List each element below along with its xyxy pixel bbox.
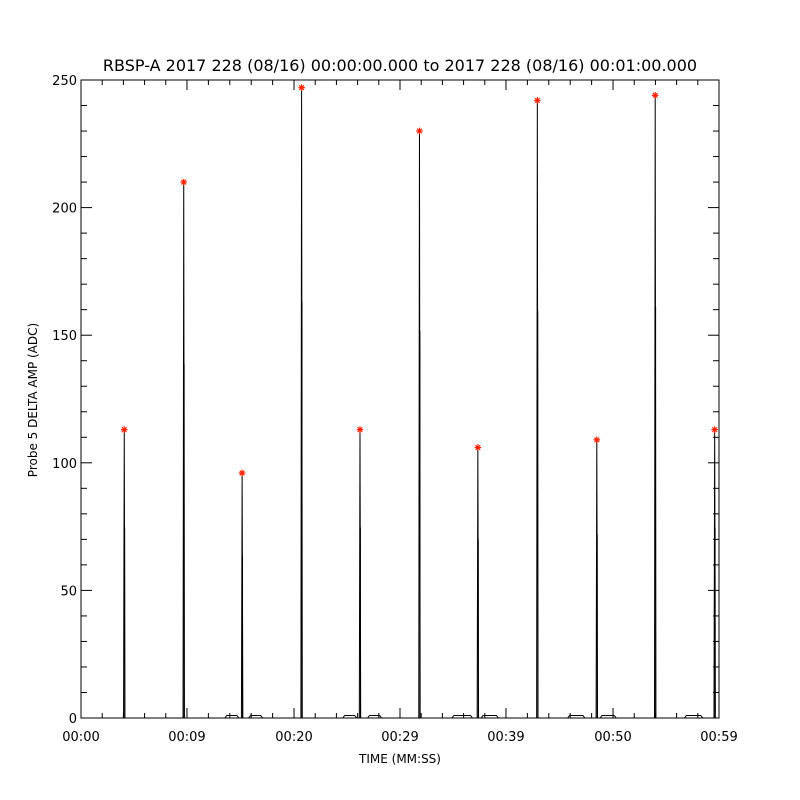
peak-marker xyxy=(651,92,659,99)
peak-marker xyxy=(238,469,246,477)
x-axis-label: TIME (MM:SS) xyxy=(358,752,441,766)
y-tick-label: 150 xyxy=(52,329,77,344)
baseline-bump xyxy=(367,714,383,719)
chart-title: RBSP-A 2017 228 (08/16) 00:00:00.000 to … xyxy=(103,56,697,75)
peak-marker xyxy=(711,426,718,433)
baseline-bump xyxy=(224,714,240,719)
x-tick-label: 00:59 xyxy=(700,730,737,745)
peak-marker xyxy=(356,426,364,433)
plot-frame xyxy=(80,79,720,719)
baseline-bump xyxy=(480,714,499,719)
baseline-bump xyxy=(684,714,704,719)
baseline-bump xyxy=(248,714,264,719)
peak-marker xyxy=(416,127,423,135)
x-tick-label: 00:29 xyxy=(381,730,418,745)
axis-ticks: 0 50 100 150 200 250 00:00 00:09 00:20 00:29 00:39… xyxy=(52,74,738,745)
baseline-bump xyxy=(599,714,617,719)
y-tick-label: 100 xyxy=(52,457,77,472)
x-tick-label: 00:50 xyxy=(594,730,631,745)
y-tick-label: 0 xyxy=(69,712,77,727)
peak-marker xyxy=(120,426,128,433)
x-tick-label: 00:00 xyxy=(62,730,99,745)
peak-markers xyxy=(120,84,718,477)
peak-marker xyxy=(298,84,305,91)
x-tick-label: 00:20 xyxy=(275,730,312,745)
baseline-bump xyxy=(451,714,473,719)
baseline-bump xyxy=(342,714,358,719)
x-tick-label: 00:39 xyxy=(487,730,524,745)
baseline-bump xyxy=(567,714,586,719)
y-tick-label: 250 xyxy=(52,74,77,89)
y-tick-label: 200 xyxy=(52,202,77,217)
y-axis-label: Probe 5 DELTA AMP (ADC) xyxy=(26,323,40,477)
x-tick-label: 00:09 xyxy=(168,730,205,745)
data-traces xyxy=(123,87,716,719)
y-tick-label: 50 xyxy=(60,584,77,599)
peak-marker xyxy=(593,436,601,444)
peak-marker xyxy=(474,444,482,451)
peak-marker xyxy=(180,178,188,186)
peak-marker xyxy=(534,97,541,104)
